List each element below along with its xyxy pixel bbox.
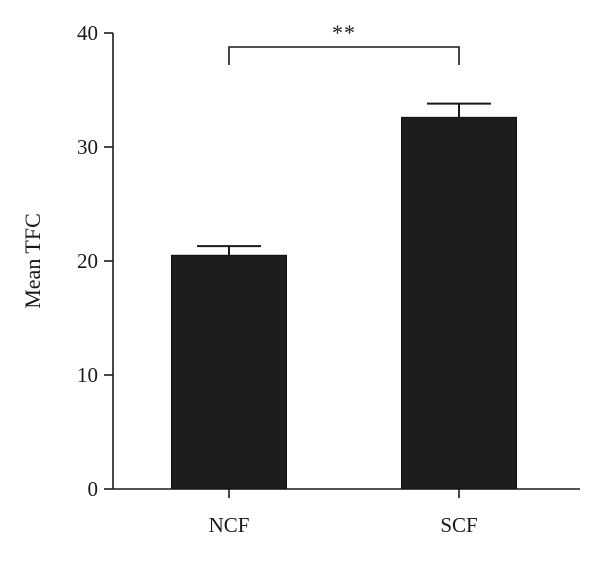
x-tick-label: SCF xyxy=(440,513,477,537)
x-axis-categories: NCF SCF xyxy=(209,489,478,537)
significance-bracket xyxy=(228,46,460,65)
significance-label: ** xyxy=(332,20,356,45)
x-tick-label: NCF xyxy=(209,513,250,537)
y-tick-label: 40 xyxy=(77,21,98,45)
y-axis-title: Mean TFC xyxy=(20,213,45,309)
error-bar-ncf xyxy=(197,245,261,256)
bars-group xyxy=(171,102,517,490)
bar-ncf xyxy=(171,254,287,490)
y-tick-label: 30 xyxy=(77,135,98,159)
annotations-group: ** xyxy=(228,20,460,65)
bar-scf xyxy=(401,116,517,490)
y-axis-ticks: 0 10 20 30 40 xyxy=(77,21,113,501)
y-tick-label: 10 xyxy=(77,363,98,387)
error-bar-scf xyxy=(427,102,491,118)
y-tick-label: 20 xyxy=(77,249,98,273)
y-tick-label: 0 xyxy=(88,477,99,501)
